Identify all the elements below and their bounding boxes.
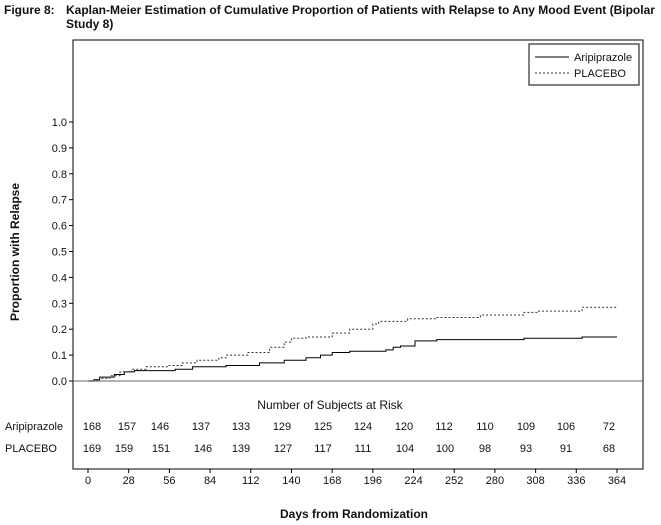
x-tick-label: 140 [282, 475, 300, 487]
risk-table: Number of Subjects at Risk Aripiprazole 16… [5, 398, 615, 455]
y-tick-label: 0.0 [52, 376, 67, 388]
x-tick-label: 280 [486, 475, 504, 487]
risk-count: 104 [396, 443, 414, 455]
risk-count: 110 [476, 421, 494, 433]
risk-count: 133 [232, 421, 250, 433]
x-tick-label: 224 [404, 475, 422, 487]
x-tick-label: 364 [608, 475, 626, 487]
risk-count: 168 [83, 421, 101, 433]
x-tick-label: 28 [123, 475, 135, 487]
risk-count: 127 [274, 443, 292, 455]
y-tick-label: 0.9 [52, 143, 67, 155]
x-tick-label: 168 [323, 475, 341, 487]
risk-count: 124 [354, 421, 372, 433]
risk-count: 72 [603, 421, 615, 433]
series-line-placebo [88, 305, 618, 382]
y-tick-label: 0.5 [52, 247, 67, 259]
figure-title-line1: Kaplan-Meier Estimation of Cumulative Pr… [66, 3, 655, 17]
risk-count: 129 [273, 421, 291, 433]
figure-title: Figure 8: Kaplan-Meier Estimation of Cumu… [4, 3, 659, 31]
y-tick-label: 1.0 [52, 117, 67, 129]
x-tick-label: 112 [242, 475, 260, 487]
risk-count: 98 [479, 443, 491, 455]
risk-count: 139 [232, 443, 250, 455]
x-tick-label: 84 [204, 475, 216, 487]
y-tick-label: 0.4 [52, 272, 67, 284]
y-tick-label: 0.8 [52, 169, 67, 181]
risk-count: 100 [436, 443, 454, 455]
risk-count: 117 [314, 443, 332, 455]
risk-count: 93 [520, 443, 532, 455]
risk-count: 157 [118, 421, 136, 433]
risk-count: 112 [435, 421, 453, 433]
y-tick-label: 0.7 [52, 195, 67, 207]
risk-count: 109 [517, 421, 535, 433]
risk-row-name: PLACEBO [5, 443, 57, 455]
risk-count: 159 [115, 443, 133, 455]
y-axis-label: Proportion with Relapse [8, 183, 22, 321]
legend-entry-aripiprazole: Aripiprazole [574, 52, 632, 64]
x-axis: 0 28 56 84 112 140 168 196 224 252 280 308 336 364 [85, 469, 626, 487]
plot-border [72, 39, 644, 470]
x-tick-label: 308 [526, 475, 544, 487]
y-tick-label: 0.1 [52, 350, 67, 362]
x-tick-label: 336 [567, 475, 585, 487]
legend: Aripiprazole PLACEBO [528, 43, 640, 86]
risk-count: 169 [83, 443, 101, 455]
risk-count: 120 [395, 421, 413, 433]
series-line-aripiprazole [88, 336, 617, 382]
legend-entry-placebo: PLACEBO [574, 68, 626, 80]
x-tick-label: 56 [163, 475, 175, 487]
risk-count: 125 [314, 421, 332, 433]
x-tick-label: 0 [85, 475, 91, 487]
risk-count: 111 [355, 443, 372, 455]
x-axis-label: Days from Randomization [280, 507, 428, 521]
x-tick-label: 196 [364, 475, 382, 487]
risk-row-name: Aripiprazole [5, 421, 63, 433]
legend-box [528, 43, 640, 86]
y-tick-label: 0.2 [52, 324, 67, 336]
risk-count: 146 [194, 443, 212, 455]
y-axis: 0.0 0.1 0.2 0.3 0.4 0.5 0.6 0.7 0.8 0.9 1.0 [52, 117, 73, 388]
risk-count: 137 [192, 421, 210, 433]
risk-count: 68 [603, 443, 615, 455]
risk-count: 151 [152, 443, 170, 455]
plot-frame [72, 39, 644, 470]
figure-label: Figure 8: [4, 3, 55, 17]
risk-count: 91 [560, 443, 572, 455]
x-tick-label: 252 [445, 475, 463, 487]
risk-table-title: Number of Subjects at Risk [257, 398, 403, 412]
risk-count: 106 [557, 421, 575, 433]
y-tick-label: 0.3 [52, 298, 67, 310]
risk-count: 146 [151, 421, 169, 433]
y-tick-label: 0.6 [52, 221, 67, 233]
series-layer [88, 305, 618, 382]
figure-title-line2: Study 8) [66, 17, 114, 31]
